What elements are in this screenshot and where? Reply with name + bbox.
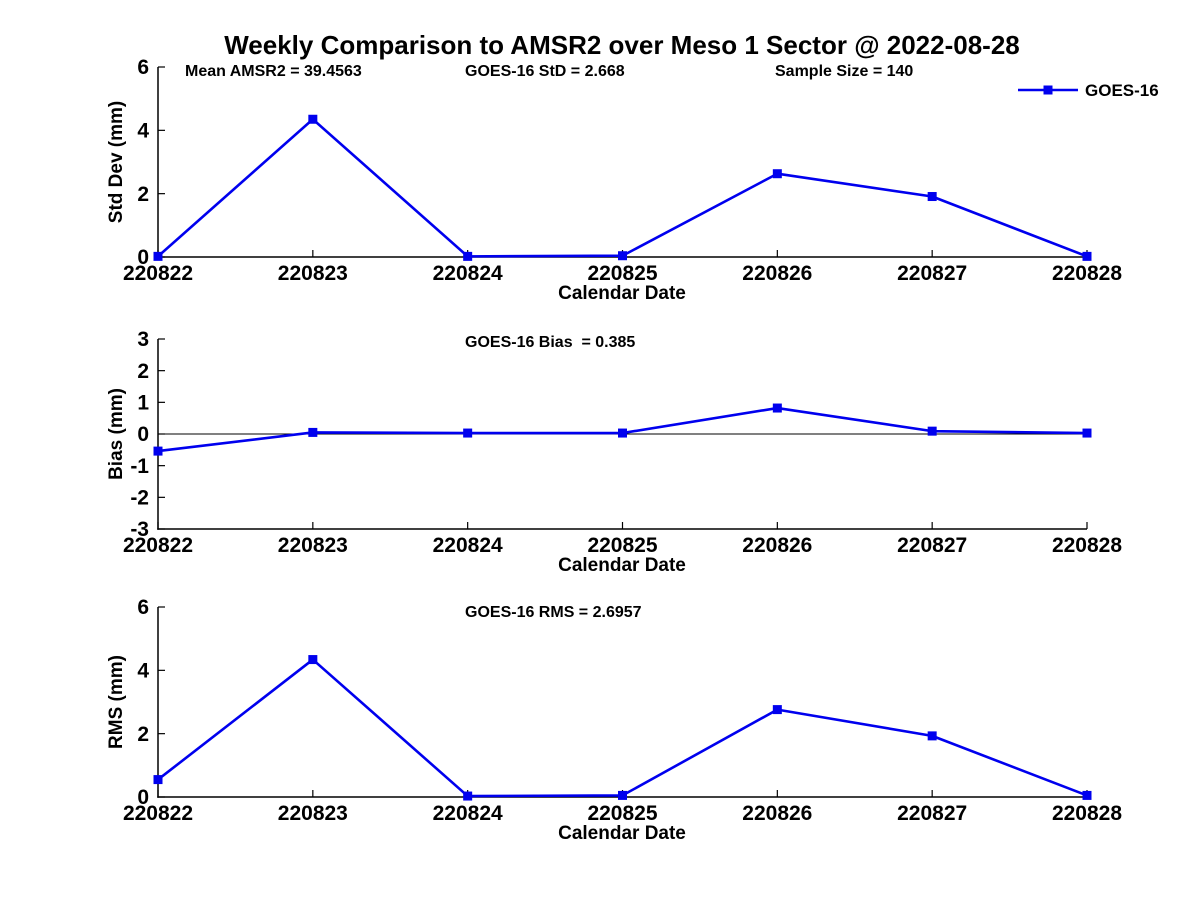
data-point-marker [463,428,473,438]
x-tick-label: 220824 [433,802,503,825]
y-tick-label: 2 [137,723,149,746]
x-tick-label: 220826 [742,534,812,557]
series-line-goes-16 [157,658,1088,798]
yaxis-label-stddev: Std Dev (mm) [106,101,127,223]
legend-label: GOES-16 [1085,81,1159,100]
data-point-marker [153,446,163,456]
data-point-marker [308,655,318,665]
data-point-marker [618,251,627,261]
annotation-goes16-std: GOES-16 StD = 2.668 [465,63,625,80]
x-tick-label: 220827 [897,262,967,285]
annotation-sample-size: Sample Size = 140 [775,63,913,80]
data-point-marker [772,169,782,179]
y-tick-label: 2 [137,360,149,383]
x-tick-label: 220826 [742,262,812,285]
data-point-marker [618,790,627,800]
x-tick-label: 220827 [897,534,967,557]
x-tick-label: 220825 [587,534,657,557]
data-point-marker [772,403,782,413]
series-line-goes-16 [157,117,1088,258]
legend-square-marker-icon [1043,85,1053,95]
y-tick-label: -3 [130,518,149,541]
legend: GOES-16 [1018,81,1159,100]
data-point-marker [308,427,318,437]
data-point-marker [153,251,163,261]
x-tick-label: 220825 [587,802,657,825]
data-point-marker [463,251,473,261]
data-point-marker [772,705,782,715]
y-tick-label: 4 [137,119,149,142]
y-tick-label: 3 [137,328,149,351]
y-tick-label: 2 [137,183,149,206]
xaxis-label-rms: Calendar Date [558,823,686,844]
x-tick-label: 220826 [742,802,812,825]
data-point-marker [618,428,627,438]
data-point-marker [927,192,937,202]
y-tick-label: 0 [137,786,149,809]
x-tick-label: 220828 [1052,802,1122,825]
figure-title: Weekly Comparison to AMSR2 over Meso 1 S… [224,30,1020,60]
x-tick-label: 220823 [278,262,348,285]
x-tick-label: 220827 [897,802,967,825]
data-point-marker [1082,251,1092,261]
data-point-marker [463,791,473,801]
xaxis-label-bias: Calendar Date [558,555,686,576]
chart-stddev: Mean AMSR2 = 39.4563 GOES-16 StD = 2.668… [106,56,1159,304]
y-tick-label: -2 [130,486,149,509]
data-point-marker [1082,790,1092,800]
y-tick-label: 6 [137,596,149,619]
data-point-marker [927,731,937,741]
data-point-marker [1082,428,1092,438]
yaxis-label-bias: Bias (mm) [106,388,127,480]
x-tick-label: 220822 [123,262,193,285]
x-tick-label: 220823 [278,802,348,825]
y-tick-label: 4 [137,659,149,682]
data-point-marker [308,114,318,124]
xaxis-label-stddev: Calendar Date [558,283,686,304]
plot-rms: 0 2 4 6 220822 220823 220824 220825 220826 220827… [123,596,1122,825]
data-point-marker [153,775,163,785]
y-tick-label: 1 [137,391,149,414]
x-tick-label: 220823 [278,534,348,557]
annotation-goes16-rms: GOES-16 RMS = 2.6957 [465,604,642,621]
y-tick-label: 0 [137,246,149,269]
x-tick-label: 220824 [433,534,503,557]
plot-stddev: 0 2 4 6 220822 220823 220824 220825 220826 220827… [123,56,1122,285]
y-tick-label: 0 [137,423,149,446]
x-tick-label: 220822 [123,802,193,825]
yaxis-label-rms: RMS (mm) [106,655,127,749]
x-tick-label: 220822 [123,534,193,557]
chart-bias: GOES-16 Bias = 0.385 Calendar Date Bias … [106,328,1122,576]
x-tick-label: 220828 [1052,262,1122,285]
annotation-goes16-bias: GOES-16 Bias = 0.385 [465,334,635,351]
x-tick-label: 220824 [433,262,503,285]
y-tick-label: -1 [130,455,149,478]
chart-rms: GOES-16 RMS = 2.6957 Calendar Date RMS (… [106,596,1122,844]
data-point-marker [927,426,937,436]
y-tick-label: 6 [137,56,149,79]
x-tick-label: 220828 [1052,534,1122,557]
plot-bias: -3 -2 -1 0 1 2 3 220822 220823 220824 220825 220826… [123,328,1122,557]
x-tick-label: 220825 [587,262,657,285]
annotation-mean-amsr2: Mean AMSR2 = 39.4563 [185,63,362,80]
